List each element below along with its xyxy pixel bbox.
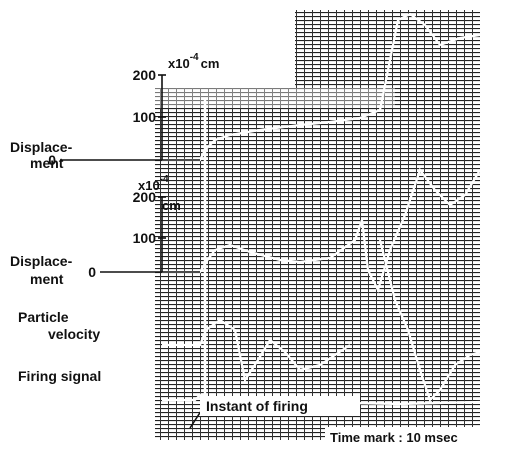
annotation: Instant of firing	[206, 398, 308, 414]
trace-label: ment	[30, 155, 64, 171]
unit-exp: -4	[160, 174, 169, 185]
tick-label: 200	[133, 67, 157, 83]
trace-label: Displace-	[10, 139, 73, 155]
tick-label: 100	[133, 230, 157, 246]
unit: cm	[201, 56, 220, 71]
firing-label: Firing signal	[18, 368, 101, 384]
unit-base: x10	[138, 178, 160, 193]
unit-base: x10	[168, 56, 190, 71]
trace-label: Displace-	[10, 253, 73, 269]
figure: 200 100 0 x10-4cm Displace- ment 200 100…	[0, 0, 522, 460]
velocity-label: Particle	[18, 309, 69, 325]
unit: cm	[162, 198, 181, 213]
time-mark: Time mark : 10 msec	[330, 430, 458, 445]
tick-label: 100	[133, 109, 157, 125]
tick-label: 0	[88, 264, 96, 280]
unit-exp: -4	[190, 52, 199, 63]
trace-label: ment	[30, 271, 64, 287]
velocity-label: velocity	[48, 326, 100, 342]
